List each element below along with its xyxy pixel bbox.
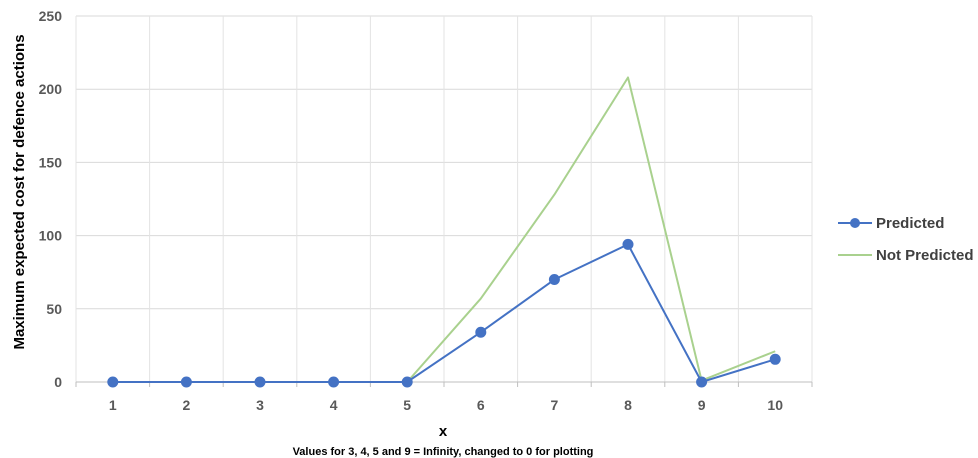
y-tick-label: 0 (54, 374, 62, 390)
y-tick-label: 200 (39, 81, 63, 97)
x-tick-label: 9 (698, 397, 706, 413)
x-tick-label: 10 (767, 397, 783, 413)
x-tick-label: 2 (183, 397, 191, 413)
y-axis-title: Maximum expected cost for defence action… (11, 34, 28, 349)
y-axis-ticks: 0 50 100 150 200 250 (39, 8, 63, 390)
legend-marker-predicted (850, 218, 860, 228)
data-point-predicted (475, 326, 487, 338)
data-point-predicted (401, 376, 413, 388)
x-axis-ticks: 1 2 3 4 5 6 7 8 9 10 (75, 382, 813, 413)
x-tick-label: 6 (477, 397, 485, 413)
gridlines (75, 15, 813, 382)
data-point-predicted (180, 376, 192, 388)
axis-note: Values for 3, 4, 5 and 9 = Infinity, cha… (293, 446, 594, 458)
y-tick-label: 250 (39, 8, 63, 24)
y-tick-label: 100 (39, 228, 63, 244)
legend-label-predicted: Predicted (876, 215, 944, 232)
series-line-predicted (112, 243, 776, 383)
data-point-predicted (548, 274, 560, 286)
x-tick-label: 4 (330, 397, 338, 413)
legend-label-not-predicted: Not Predicted (876, 247, 974, 264)
data-point-predicted (254, 376, 266, 388)
legend: Predicted Not Predicted (838, 215, 974, 264)
series-lines (107, 76, 781, 388)
y-tick-label: 50 (46, 301, 62, 317)
x-tick-label: 5 (403, 397, 411, 413)
data-point-predicted (107, 376, 119, 388)
x-tick-label: 8 (624, 397, 632, 413)
x-tick-label: 1 (109, 397, 117, 413)
data-point-predicted (328, 376, 340, 388)
x-axis-title: x (439, 423, 448, 440)
x-tick-label: 3 (256, 397, 264, 413)
y-tick-label: 150 (39, 154, 63, 170)
data-point-predicted (769, 353, 781, 365)
data-point-predicted (622, 238, 634, 250)
data-point-predicted (696, 376, 708, 388)
x-tick-label: 7 (551, 397, 559, 413)
